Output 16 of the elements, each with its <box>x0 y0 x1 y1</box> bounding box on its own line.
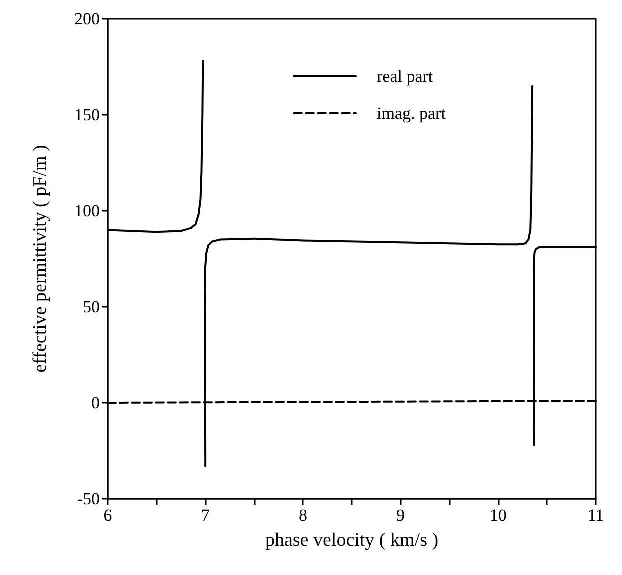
x-tick-label: 11 <box>588 506 604 525</box>
y-tick-label: 0 <box>92 394 100 412</box>
x-tick-label: 6 <box>104 506 112 525</box>
x-tick-label: 9 <box>396 506 406 525</box>
x-tick-label: 10 <box>490 506 507 525</box>
y-tick-label: 50 <box>83 298 100 316</box>
y-tick-label: 100 <box>74 202 100 220</box>
x-axis-title: phase velocity ( km/s ) <box>265 530 439 551</box>
x-tick-label: 7 <box>201 506 210 525</box>
x-tick-label: 8 <box>298 506 308 525</box>
y-axis-title: effective permittivity ( pF/m ) <box>30 145 51 373</box>
legend-label: imag. part <box>377 104 446 123</box>
legend-label: real part <box>377 67 434 86</box>
y-tick-label: 200 <box>74 10 100 28</box>
y-tick-label: -50 <box>77 490 100 508</box>
y-tick-label: 150 <box>74 106 100 124</box>
